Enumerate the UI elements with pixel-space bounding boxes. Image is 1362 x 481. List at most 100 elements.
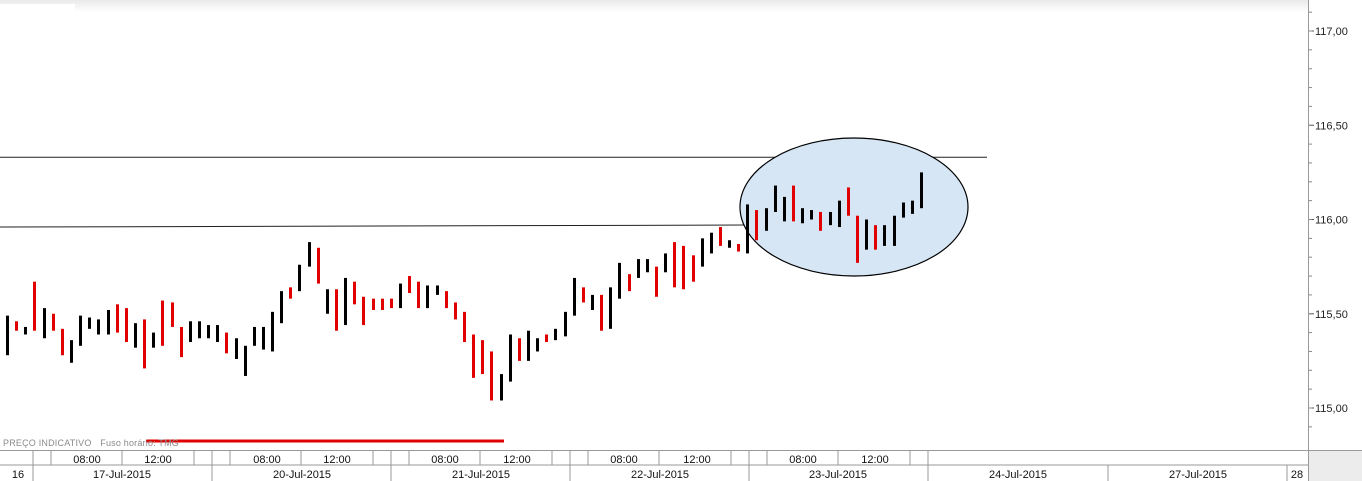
price-bar (61, 328, 64, 356)
price-bar (618, 262, 621, 299)
price-bar (79, 315, 82, 346)
price-bar (902, 202, 905, 218)
price-bar (198, 321, 201, 339)
price-bar (335, 289, 338, 331)
x-time-label: 08:00 (610, 454, 638, 466)
price-bar (33, 281, 36, 331)
price-bar (810, 210, 813, 220)
price-bar (710, 232, 713, 254)
price-bar (829, 211, 832, 226)
price-label: PREÇO INDICATIVO (3, 438, 92, 448)
price-bar (774, 185, 777, 212)
highlight-ellipse (739, 137, 969, 277)
price-bar (719, 227, 722, 246)
price-bar (865, 219, 868, 250)
x-date-label: 20-Jul-2015 (273, 469, 331, 481)
price-bar (116, 304, 119, 333)
x-time-label: 08:00 (431, 454, 459, 466)
price-bar (472, 334, 475, 378)
price-bar (317, 247, 320, 284)
price-bar (819, 211, 822, 231)
x-date-label: 28 (1291, 469, 1303, 481)
price-bar (244, 345, 247, 376)
price-bar (692, 255, 695, 282)
y-tick-label: 115,00 (1315, 403, 1348, 415)
price-bar (216, 325, 219, 343)
price-bar (801, 208, 804, 224)
price-bar (88, 317, 91, 329)
price-bar (6, 315, 9, 356)
price-bar (134, 323, 137, 348)
price-bar (564, 311, 567, 337)
x-date-label: 23-Jul-2015 (809, 469, 867, 481)
price-bar (490, 351, 493, 401)
price-bar (737, 244, 740, 252)
price-bar (372, 298, 375, 310)
x-time-label: 12:00 (144, 454, 172, 466)
price-bar (353, 281, 356, 305)
price-bar (280, 291, 283, 324)
x-axis[interactable]: 08:00 12:00 08:00 12:00 08:00 12:00 08:00 12:00… (0, 450, 1308, 481)
price-bar (326, 289, 329, 314)
price-bar (509, 334, 512, 382)
price-bar (253, 326, 256, 346)
price-bar (664, 253, 667, 273)
price-bar (920, 172, 923, 209)
price-bar (417, 281, 420, 309)
price-bar (527, 330, 530, 361)
price-bar (792, 185, 795, 222)
ohlc-bars (6, 172, 923, 401)
chart-footer: PREÇO INDICATIVO Fuso horário: TMG (3, 438, 185, 448)
price-bar (518, 338, 521, 361)
price-bar (271, 311, 274, 352)
x-date-label: 16 (12, 469, 24, 481)
y-tick-label: 116,00 (1315, 215, 1348, 227)
price-bar (445, 291, 448, 309)
price-bar (573, 277, 576, 316)
chart-plot-area[interactable]: PREÇO INDICATIVO Fuso horário: TMG (0, 0, 1308, 450)
x-date-label: 21-Jul-2015 (452, 469, 510, 481)
price-bar (161, 300, 164, 346)
price-bar (24, 326, 27, 335)
price-bar (646, 259, 649, 273)
price-bar (847, 187, 850, 216)
x-time-label: 08:00 (253, 454, 281, 466)
x-time-label: 12:00 (503, 454, 531, 466)
price-bar (381, 298, 384, 310)
y-tick-label: 115,50 (1315, 309, 1348, 321)
top-band-tab (0, 4, 75, 12)
price-bar (390, 298, 393, 309)
price-bar (536, 338, 539, 352)
price-bar (554, 328, 557, 341)
price-bar (463, 311, 466, 343)
x-axis-scale: 08:00 12:00 08:00 12:00 08:00 12:00 08:00 12:00… (0, 451, 1308, 481)
price-bar (500, 374, 503, 401)
price-bar (911, 200, 914, 214)
price-bar (15, 321, 18, 331)
price-bar (125, 308, 128, 343)
price-bar (143, 319, 146, 369)
y-axis-scale: 117,00 116,50 116,00 115,50 115,00 (1309, 11, 1348, 428)
price-bar (682, 245, 685, 290)
price-bar (180, 326, 183, 358)
x-date-label: 27-Jul-2015 (1169, 469, 1227, 481)
top-scroll-band (0, 0, 1308, 12)
price-bar (70, 340, 73, 363)
price-bar (783, 196, 786, 222)
price-bar (262, 326, 265, 350)
timezone-label: Fuso horário: TMG (100, 438, 180, 448)
price-bar (728, 240, 731, 248)
price-bar (235, 338, 238, 359)
price-bar (746, 204, 749, 254)
price-bar (893, 215, 896, 246)
y-axis[interactable]: 117,00 116,50 116,00 115,50 115,00 (1308, 0, 1362, 450)
x-time-label: 08:00 (73, 454, 101, 466)
price-bar (225, 332, 228, 354)
price-bar (454, 302, 457, 320)
axis-corner (1308, 450, 1362, 481)
price-bar (755, 210, 758, 241)
price-bar (189, 321, 192, 343)
price-bar (582, 287, 585, 303)
price-bar (43, 308, 46, 339)
price-bar (637, 259, 640, 278)
